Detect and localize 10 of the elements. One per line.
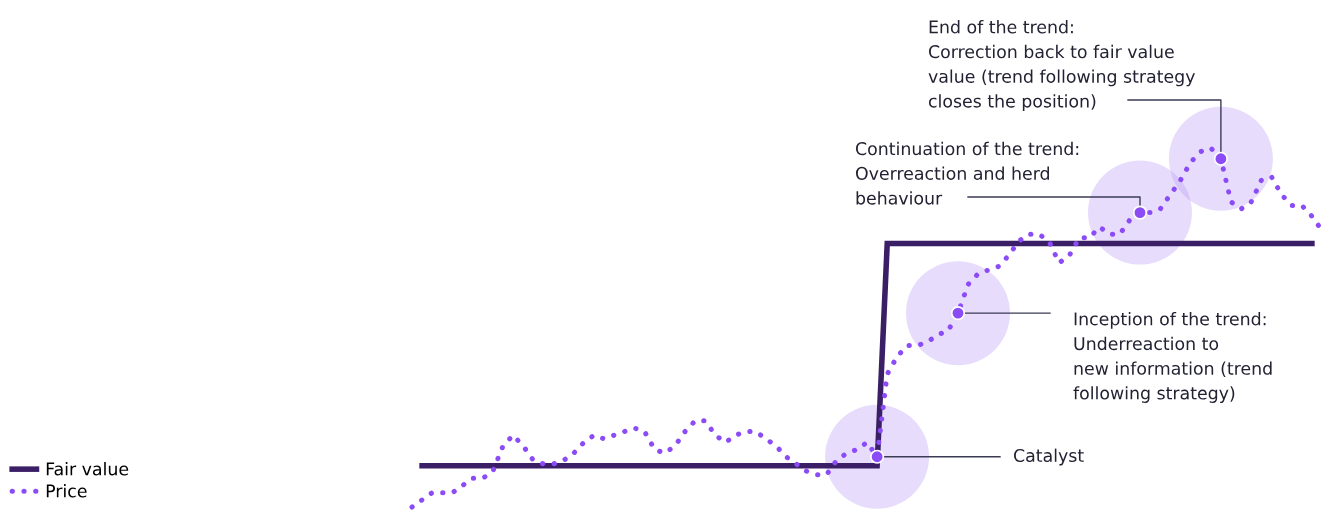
legend-label: Fair value (46, 462, 129, 476)
annotation: Inception of the trend: Underreaction to new information (trend following strategy) (1073, 312, 1272, 403)
point (1132, 205, 1148, 220)
point (870, 449, 885, 464)
point (950, 306, 966, 321)
text: End of the trend: Correction back to fair value value (trend following strategy closes the position) (928, 20, 1195, 111)
annotation: Catalyst (1013, 448, 1084, 466)
legend-label: Price (46, 484, 87, 498)
annotation: Continuation of the trend: Overreaction and herd behaviour (855, 141, 1079, 205)
point (1213, 151, 1228, 166)
